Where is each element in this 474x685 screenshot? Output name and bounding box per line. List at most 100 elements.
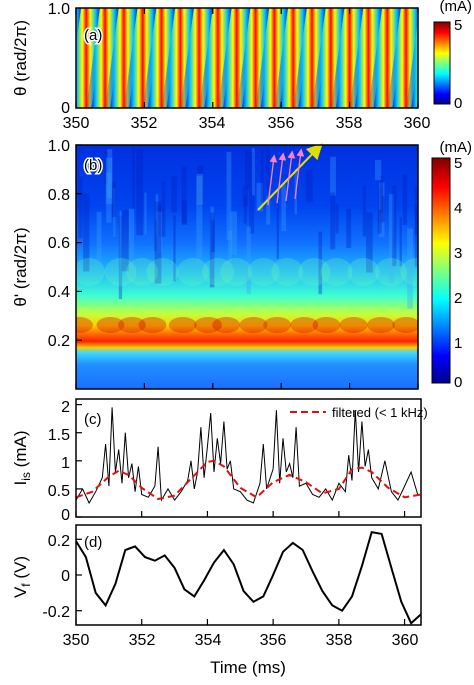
streak [377,209,382,234]
streak [210,206,214,279]
xtick-label: 354 [195,632,222,649]
streak [249,152,255,234]
ytick-label: 0.8 [48,187,70,204]
xtick-label: 350 [63,115,90,132]
bloom [104,258,137,286]
hotspot [168,317,197,333]
xtick-label: 350 [63,632,90,649]
ytick-label: 2 [61,399,70,416]
small-arrow [276,152,287,204]
stripe [255,8,294,108]
colorbar-b-tick: 1 [454,335,462,352]
ytick-label: 1.5 [48,427,70,444]
panel-d-ytick-labels: 0.2 0 -0.2 [42,533,70,621]
panel-c-frame [75,398,422,518]
streak [242,186,248,207]
bloom [374,258,407,286]
stripe [330,8,369,108]
streak [346,208,352,249]
panel-a-ytick-bottom: 0 [61,100,70,117]
streak [378,182,385,238]
hotspot [366,317,395,333]
streak [227,231,233,265]
streak [399,217,402,267]
streak [173,215,176,282]
hotspot [138,317,167,333]
streak [128,208,135,278]
stripe [30,8,68,108]
streak [136,149,144,236]
streak [226,151,232,240]
streak [132,145,135,209]
streak [402,174,408,225]
panel-d-ylabel: Vf (V) [11,556,33,598]
stripe [123,8,162,108]
small-arrow [285,150,296,202]
streak [243,195,247,224]
streak [246,226,251,295]
ytick-label: 1.0 [48,138,70,155]
xtick-label: 356 [260,632,287,649]
colorbar-a-min: 0 [454,95,462,112]
streak [388,194,395,284]
streak [209,212,215,288]
streak [196,173,204,206]
streak [113,188,116,238]
panel-c-ylabel: Iis (mA) [11,431,33,486]
xtick-label: 354 [199,115,226,132]
bloom [400,258,418,286]
bloom [298,258,331,286]
ytick-label: 0.5 [48,483,70,500]
streak [106,172,112,223]
ytick-label: 0.2 [48,333,70,350]
panel-c-plot [76,407,421,505]
panel-b-frame [75,144,419,390]
streak [244,149,250,190]
panel-b-ylabel: θ' (rad/2π) [11,227,30,306]
streak [104,151,108,185]
panel-c-ticks [75,404,406,518]
xtick-label: 360 [404,115,431,132]
stripe [293,8,331,108]
bloom [271,258,304,286]
bloom [146,258,179,286]
streak [381,196,385,223]
streak [265,147,270,190]
stripe [199,8,237,108]
panel-d-xtick-labels: 350 352 354 356 358 360 [63,632,419,649]
colorbar-b-tick: 3 [454,245,462,262]
xtick-label: 358 [336,115,363,132]
ytick-label: 0 [61,507,70,524]
panel-a: (a) θ (rad/2π) 1.0 0 350 352 354 356 358… [11,0,472,132]
xtick-label: 358 [326,632,353,649]
panel-b-ytick-labels: 1.0 0.8 0.6 0.4 0.2 [48,138,70,350]
panel-c-legend: filtered (< 1 kHz) [290,405,428,420]
streak [362,185,367,237]
ytick-label: -0.2 [42,604,70,621]
stripe [236,8,275,108]
panel-b-texture [76,145,418,333]
stripe [180,8,218,108]
streak [196,176,203,265]
filtered-current-line [76,459,421,501]
panel-a-frame [75,7,419,109]
streak [96,211,102,264]
streak [121,210,129,272]
colorbar-a-scale [433,21,451,105]
streak [119,210,122,291]
panel-b-colorbar: (mA) 5 4 3 2 1 0 [431,139,472,391]
panel-d-label: (d) [84,534,102,551]
bloom [125,258,158,286]
small-arrow [294,148,305,200]
streak [330,192,336,250]
streak [230,211,238,256]
panel-a-xtick-labels: 350 352 354 356 358 360 [63,115,431,132]
ytick-label: 0 [61,568,70,585]
panel-b-background [76,145,418,389]
bloom [347,258,380,286]
stripe [349,8,388,108]
streak [375,160,382,181]
streak [196,176,203,203]
small-arrow [267,154,278,206]
hotspot [194,317,223,333]
